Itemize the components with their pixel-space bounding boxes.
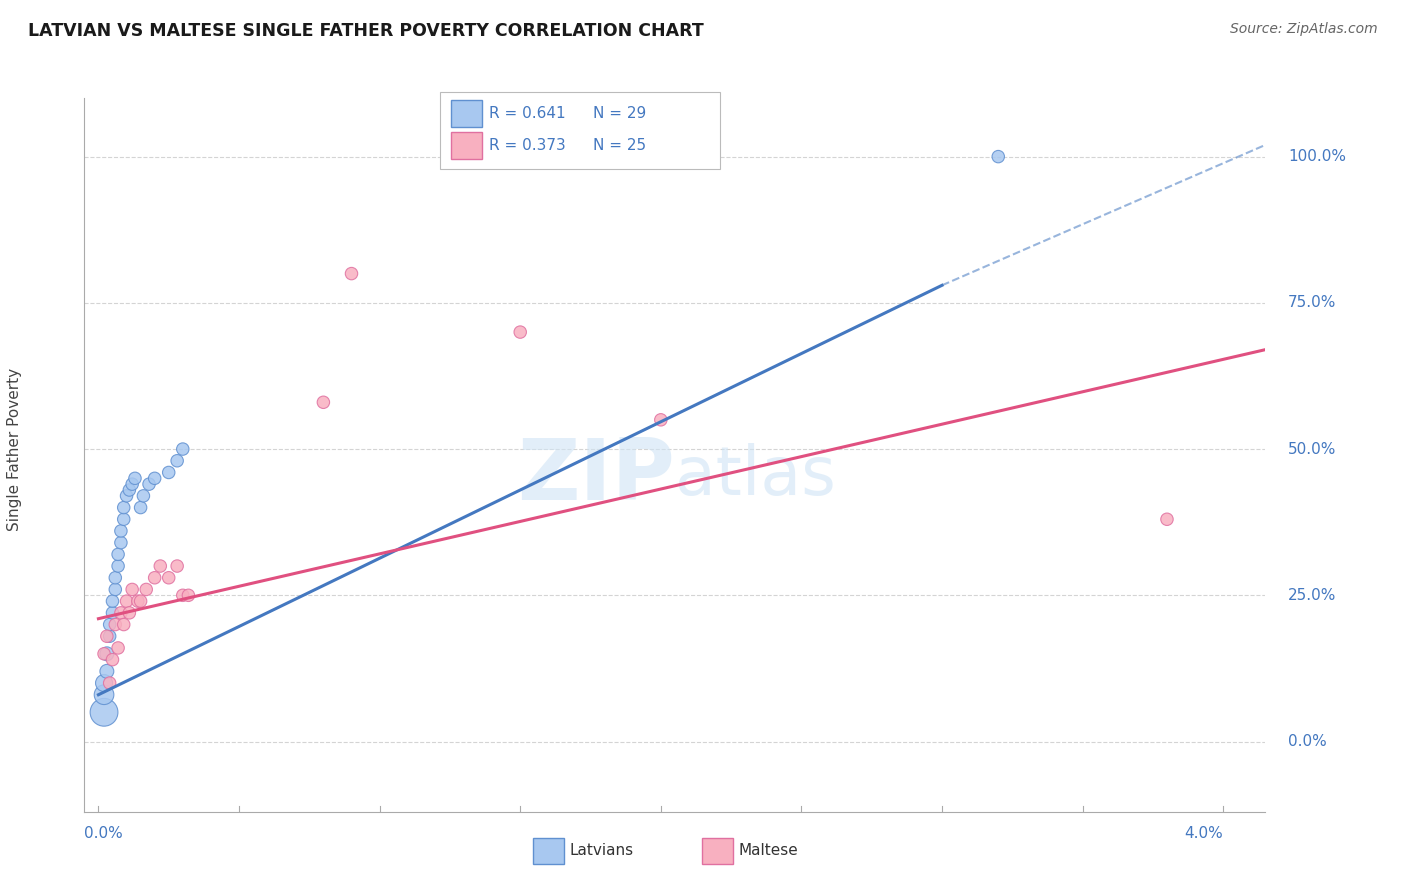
Point [143,571,166,585]
Point [98,676,121,690]
Text: ZIP: ZIP [517,434,675,518]
Text: 4.0%: 4.0% [1184,826,1223,841]
Point [115,489,138,503]
Point [93,688,115,702]
Text: atlas: atlas [675,443,835,509]
Text: 50.0%: 50.0% [1288,442,1336,457]
Text: R = 0.641: R = 0.641 [489,106,565,120]
Point [101,594,124,608]
Point [121,477,143,491]
Text: 0.0%: 0.0% [1288,734,1327,749]
Point [135,582,157,597]
Point [166,559,188,574]
Point [340,267,363,281]
Text: N = 25: N = 25 [593,138,647,153]
Point [118,483,141,497]
Point [96,629,118,643]
Point [987,150,1010,164]
Point [127,594,149,608]
Point [112,500,135,515]
Point [101,606,124,620]
Point [166,454,188,468]
Text: N = 29: N = 29 [593,106,647,120]
Point [104,582,127,597]
Point [1156,512,1178,526]
Point [101,653,124,667]
Point [132,489,155,503]
Point [96,647,118,661]
Point [107,640,129,655]
Point [138,477,160,491]
Point [107,547,129,561]
Point [115,594,138,608]
Text: LATVIAN VS MALTESE SINGLE FATHER POVERTY CORRELATION CHART: LATVIAN VS MALTESE SINGLE FATHER POVERTY… [28,22,704,40]
Point [107,559,129,574]
Point [112,512,135,526]
Text: Maltese: Maltese [738,844,797,858]
Point [98,629,121,643]
Point [112,617,135,632]
Point [121,582,143,597]
Text: 75.0%: 75.0% [1288,295,1336,310]
Point [110,524,132,538]
Text: 0.0%: 0.0% [84,826,124,841]
Text: Single Father Poverty: Single Father Poverty [7,368,21,531]
Point [172,442,194,456]
Point [177,588,200,602]
Point [118,606,141,620]
Point [149,559,172,574]
Point [129,594,152,608]
Point [129,500,152,515]
Text: Source: ZipAtlas.com: Source: ZipAtlas.com [1230,22,1378,37]
Point [509,325,531,339]
Point [93,647,115,661]
Point [110,535,132,549]
Point [104,571,127,585]
Point [650,413,672,427]
Text: Latvians: Latvians [569,844,634,858]
Point [172,588,194,602]
Text: R = 0.373: R = 0.373 [489,138,567,153]
Point [93,706,115,720]
Point [110,606,132,620]
Point [98,617,121,632]
Point [312,395,335,409]
Text: 25.0%: 25.0% [1288,588,1336,603]
Point [124,471,146,485]
Point [157,466,180,480]
Point [157,571,180,585]
Point [96,665,118,679]
Text: 100.0%: 100.0% [1288,149,1346,164]
Point [93,676,115,690]
Point [104,617,127,632]
Point [143,471,166,485]
